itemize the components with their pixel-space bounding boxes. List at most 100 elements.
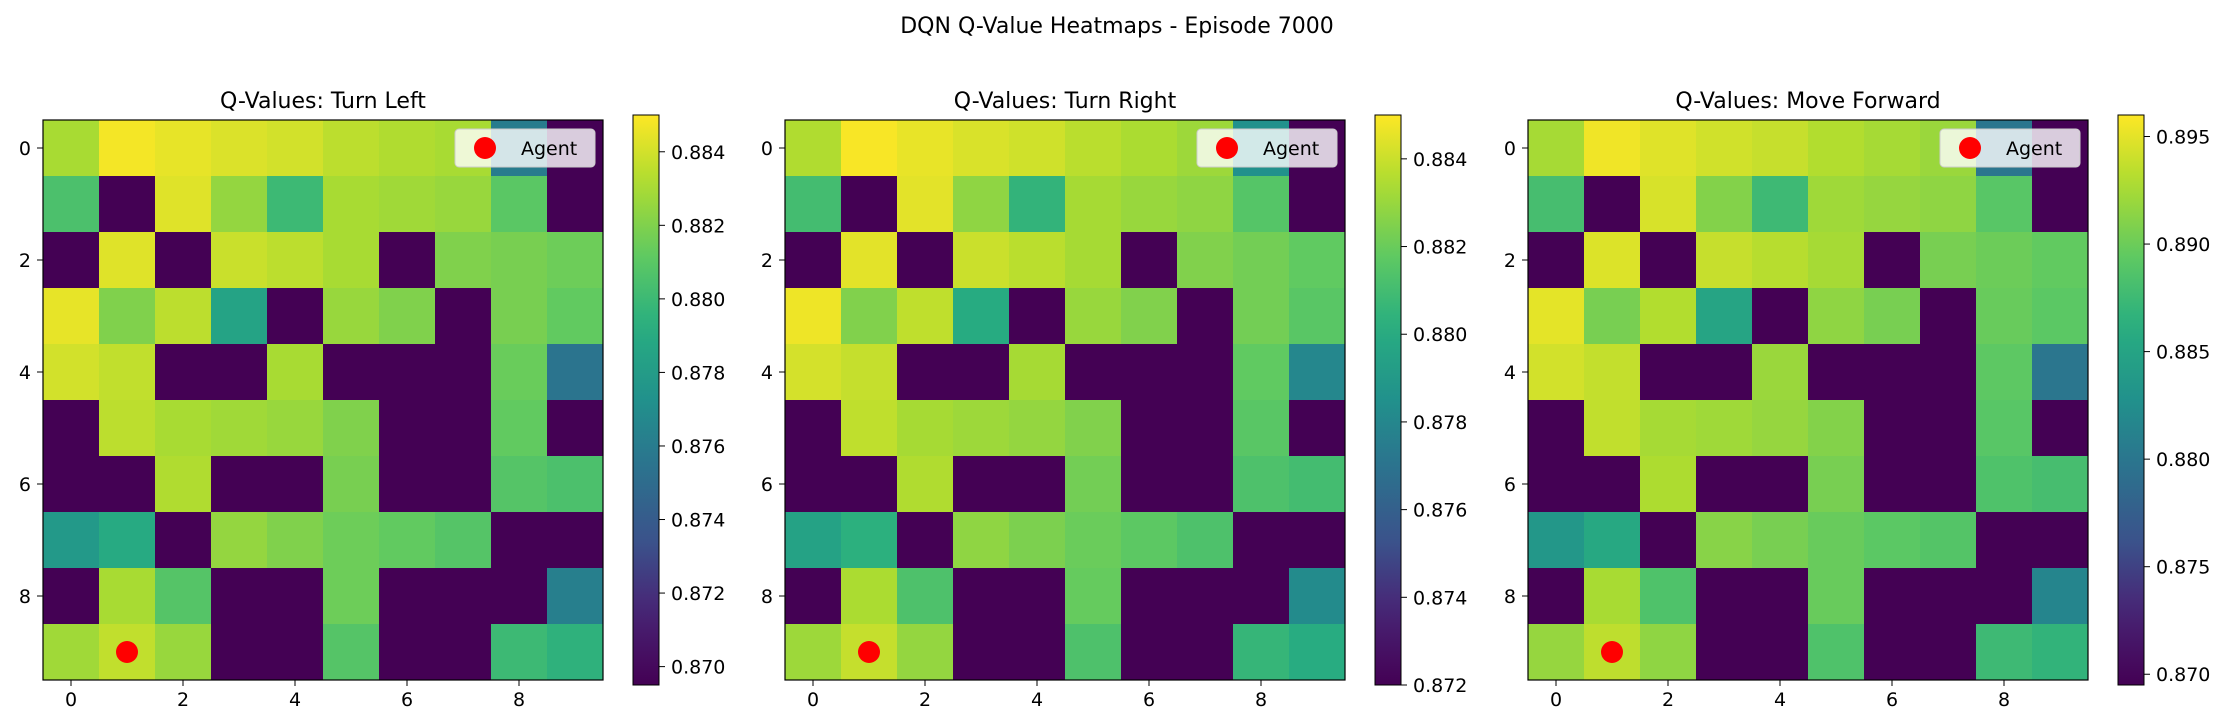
legend-marker — [1216, 137, 1238, 159]
colorbar-tick-label: 0.885 — [2156, 342, 2210, 364]
panel-title: Q-Values: Turn Left — [220, 89, 426, 114]
heatmap-cell — [1233, 232, 1290, 289]
agent-marker — [116, 641, 138, 663]
heatmap-cell — [1864, 120, 1921, 177]
heatmap-cell — [1640, 176, 1697, 233]
heatmap-cell — [2032, 288, 2089, 345]
heatmap-cell — [1808, 512, 1865, 569]
heatmap-cell — [785, 512, 842, 569]
heatmap-cell — [379, 400, 436, 457]
heatmap-cell — [1289, 176, 1346, 233]
y-tick-label: 0 — [19, 138, 31, 160]
heatmap-cell — [1121, 512, 1178, 569]
heatmap-cell — [841, 344, 898, 401]
heatmap-cell — [323, 344, 380, 401]
heatmap-cell — [43, 288, 100, 345]
heatmap-cell — [841, 400, 898, 457]
heatmap-cell — [99, 568, 156, 625]
x-tick-label: 2 — [177, 689, 189, 711]
heatmap-cell — [1528, 512, 1585, 569]
heatmap-cell — [1864, 232, 1921, 289]
colorbar-tick-label: 0.876 — [1413, 500, 1467, 522]
colorbar-tick-label: 0.895 — [2156, 127, 2210, 149]
legend-label: Agent — [2006, 138, 2062, 160]
heatmap-cell — [1752, 288, 1809, 345]
heatmap-cell — [841, 232, 898, 289]
heatmap-cell — [1976, 568, 2033, 625]
heatmap-cell — [1065, 400, 1122, 457]
heatmap-cell — [1920, 512, 1977, 569]
heatmap-cell — [43, 456, 100, 513]
heatmap-cell — [1808, 232, 1865, 289]
heatmap-cell — [1808, 400, 1865, 457]
heatmap-cell — [953, 400, 1010, 457]
heatmap-cell — [267, 456, 324, 513]
heatmap-cell — [1920, 288, 1977, 345]
heatmap-cell — [1584, 568, 1641, 625]
heatmap-panel-1: Q-Values: Turn Left 0 2 4 6 8 0 2 4 6 8 Agent 0.870 0… — [19, 89, 726, 711]
heatmap-cell — [267, 568, 324, 625]
colorbar — [2117, 114, 2145, 686]
heatmap-cell — [99, 456, 156, 513]
heatmap-cell — [1065, 624, 1122, 681]
heatmap-cell — [1009, 120, 1066, 177]
heatmap-cell — [1289, 400, 1346, 457]
y-tick-label: 4 — [761, 362, 773, 384]
y-tick-label: 2 — [19, 250, 31, 272]
heatmap-cell — [1640, 512, 1697, 569]
heatmap-cell — [155, 624, 212, 681]
heatmap-cell — [547, 176, 604, 233]
heatmap-cell — [785, 456, 842, 513]
x-tick-label: 8 — [1998, 689, 2010, 711]
heatmap-cell — [897, 568, 954, 625]
colorbar-tick-label: 0.882 — [671, 215, 725, 237]
heatmap-cell — [435, 512, 492, 569]
heatmap-cell — [1177, 344, 1234, 401]
heatmap-cell — [1121, 176, 1178, 233]
heatmap-cell — [1009, 456, 1066, 513]
heatmap-cell — [1584, 288, 1641, 345]
colorbar-tick-label: 0.884 — [671, 142, 725, 164]
heatmap-cell — [155, 456, 212, 513]
colorbar-tick-label: 0.880 — [1413, 324, 1467, 346]
heatmap-cell — [1864, 456, 1921, 513]
y-tick-label: 4 — [1504, 362, 1516, 384]
heatmap-cell — [1289, 288, 1346, 345]
heatmap-cell — [1696, 624, 1753, 681]
heatmap-cell — [1065, 344, 1122, 401]
heatmap-cell — [897, 232, 954, 289]
colorbar-tick-label: 0.870 — [671, 657, 725, 679]
heatmap-cell — [1752, 344, 1809, 401]
heatmap-cell — [1696, 512, 1753, 569]
heatmap-cell — [43, 344, 100, 401]
heatmap-cell — [1864, 400, 1921, 457]
heatmap-cell — [1752, 400, 1809, 457]
heatmap-cell — [155, 288, 212, 345]
heatmap-cell — [547, 512, 604, 569]
x-tick-label: 4 — [289, 689, 301, 711]
y-tick-label: 4 — [19, 362, 31, 384]
x-tick-label: 8 — [513, 689, 525, 711]
heatmap-cell — [953, 288, 1010, 345]
heatmap-cell — [491, 176, 548, 233]
x-tick-label: 6 — [401, 689, 413, 711]
heatmap-cell — [1528, 624, 1585, 681]
heatmap-cell — [1864, 568, 1921, 625]
heatmap-cell — [1009, 512, 1066, 569]
heatmap-cell — [1920, 568, 1977, 625]
heatmap-cell — [267, 120, 324, 177]
colorbar-tick-label: 0.878 — [671, 362, 725, 384]
heatmap-cell — [211, 568, 268, 625]
figure-title: DQN Q-Value Heatmaps - Episode 7000 — [900, 14, 1334, 39]
heatmap-cell — [547, 624, 604, 681]
colorbar-tick-label: 0.872 — [1413, 675, 1467, 697]
heatmap-cell — [547, 232, 604, 289]
heatmap-cell — [1528, 456, 1585, 513]
heatmap-cell — [2032, 456, 2089, 513]
heatmap-cell — [1640, 624, 1697, 681]
heatmap-cell — [267, 512, 324, 569]
colorbar-tick-label: 0.874 — [671, 510, 725, 532]
heatmap-cell — [897, 344, 954, 401]
heatmap-cell — [1696, 568, 1753, 625]
